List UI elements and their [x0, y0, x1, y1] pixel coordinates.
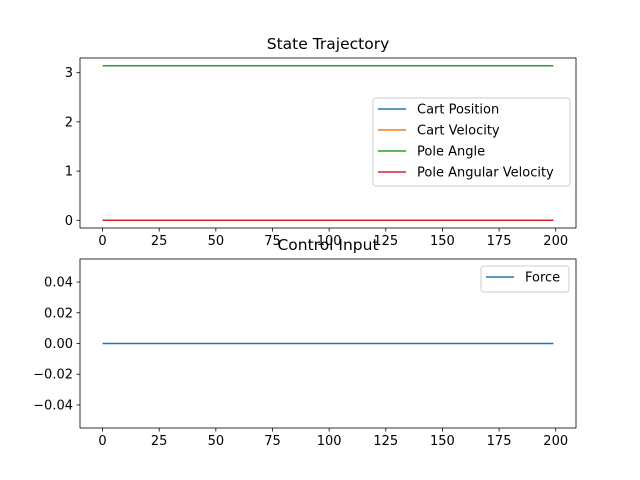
- x-tick-label: 150: [430, 234, 455, 249]
- x-tick-label: 0: [98, 434, 106, 449]
- y-tick-label: 0.00: [44, 337, 73, 352]
- chart-title-0: State Trajectory: [267, 35, 390, 53]
- y-tick-label: 0.02: [44, 306, 73, 321]
- legend-label: Cart Position: [417, 103, 499, 118]
- x-tick-label: 100: [317, 234, 342, 249]
- y-tick-label: −0.04: [33, 398, 73, 413]
- x-tick-label: 200: [543, 234, 568, 249]
- x-tick-label: 25: [151, 434, 168, 449]
- x-tick-label: 125: [373, 434, 398, 449]
- x-tick-label: 175: [487, 234, 512, 249]
- x-tick-label: 125: [373, 234, 398, 249]
- x-tick-label: 75: [264, 234, 281, 249]
- x-tick-label: 25: [151, 234, 168, 249]
- x-tick-label: 75: [264, 434, 281, 449]
- y-tick-label: 1: [65, 165, 73, 180]
- legend-box-0: [372, 97, 571, 187]
- legend-label: Pole Angular Velocity: [417, 166, 554, 181]
- x-tick-label: 200: [543, 434, 568, 449]
- x-tick-label: 175: [487, 434, 512, 449]
- x-tick-label: 50: [208, 434, 225, 449]
- chart-title-1: Control Input: [277, 236, 378, 254]
- x-tick-label: 150: [430, 434, 455, 449]
- x-tick-label: 0: [98, 234, 106, 249]
- y-tick-label: 0.04: [44, 276, 73, 291]
- y-tick-label: 2: [65, 115, 73, 130]
- legend-label: Pole Angle: [417, 145, 485, 160]
- legend-label: Cart Velocity: [417, 124, 500, 139]
- axes-frame-0: [79, 57, 577, 229]
- legend-box-1: [480, 265, 570, 293]
- y-tick-label: 3: [65, 66, 73, 81]
- legend-label: Force: [525, 271, 560, 286]
- y-tick-label: −0.02: [33, 368, 73, 383]
- x-tick-label: 100: [317, 434, 342, 449]
- y-tick-label: 0: [65, 214, 73, 229]
- x-tick-label: 50: [208, 234, 225, 249]
